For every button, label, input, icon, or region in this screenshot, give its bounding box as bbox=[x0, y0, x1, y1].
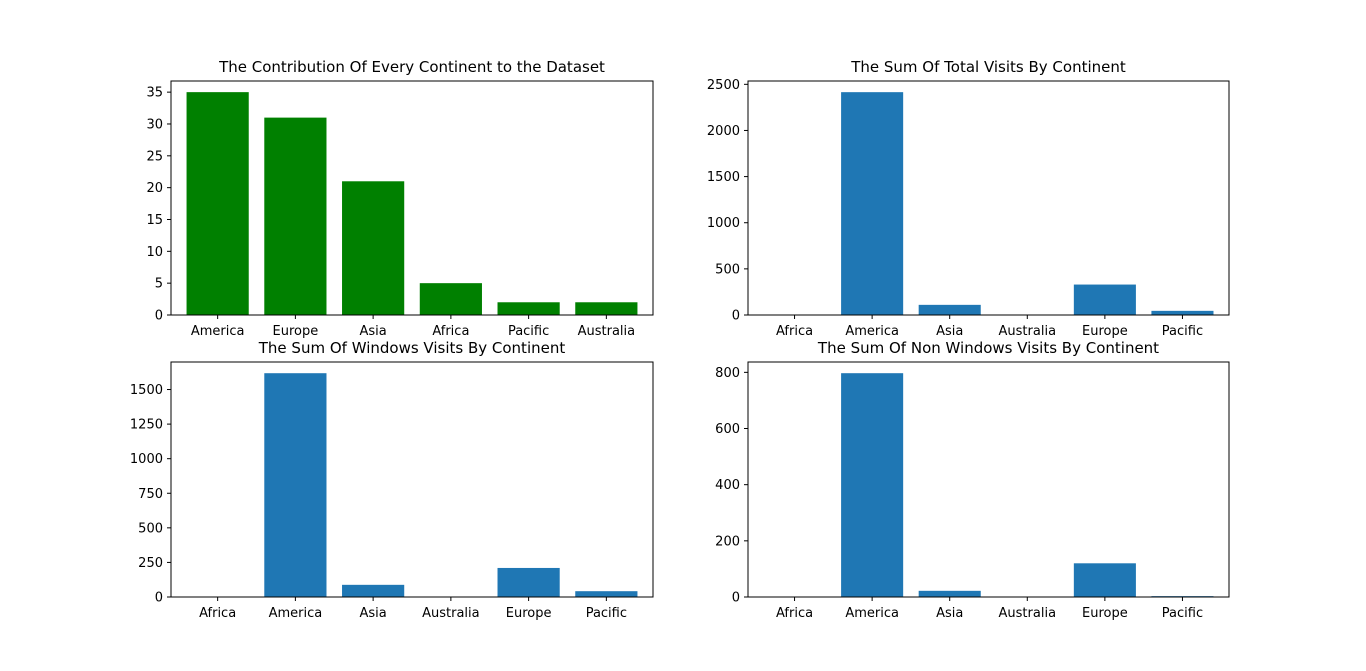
bar-europe bbox=[264, 117, 327, 315]
y-tick-label: 20 bbox=[146, 181, 163, 196]
x-tick-label: Europe bbox=[506, 606, 552, 621]
y-tick-label: 400 bbox=[715, 478, 740, 493]
x-tick-label: Pacific bbox=[1162, 324, 1203, 339]
x-tick-label: Asia bbox=[360, 324, 387, 339]
chart-title: The Contribution Of Every Continent to t… bbox=[218, 58, 605, 76]
panel-windows-visits: The Sum Of Windows Visits By Continent 0 2… bbox=[130, 339, 654, 621]
y-tick-label: 2500 bbox=[707, 78, 740, 93]
x-tick-label: Australia bbox=[422, 606, 480, 621]
y-tick-label: 500 bbox=[715, 262, 740, 277]
y-tick-label: 0 bbox=[732, 591, 740, 606]
x-tick-label: Asia bbox=[360, 606, 387, 621]
bar-pacific bbox=[575, 591, 638, 597]
panel-total-visits: The Sum Of Total Visits By Continent 0 500… bbox=[707, 58, 1230, 339]
y-tick-label: 500 bbox=[138, 521, 163, 536]
y-tick-label: 600 bbox=[715, 422, 740, 437]
x-tick-label: Asia bbox=[936, 324, 963, 339]
x-tick-label: Europe bbox=[273, 324, 319, 339]
bar-pacific bbox=[1151, 310, 1214, 315]
x-tick-label: Europe bbox=[1082, 606, 1128, 621]
bar-asia bbox=[918, 590, 981, 597]
x-tick-label: Pacific bbox=[586, 606, 627, 621]
axes-frame bbox=[170, 80, 654, 316]
axes-frame bbox=[747, 80, 1230, 316]
y-tick-label: 5 bbox=[155, 277, 163, 292]
x-tick-label: America bbox=[269, 606, 323, 621]
chart-title: The Sum Of Windows Visits By Continent bbox=[258, 339, 566, 357]
y-tick-label: 0 bbox=[732, 309, 740, 324]
x-tick-label: America bbox=[845, 324, 899, 339]
panel-contribution: The Contribution Of Every Continent to t… bbox=[146, 58, 654, 339]
y-tick-label: 35 bbox=[146, 86, 163, 101]
bar-america bbox=[841, 92, 904, 315]
bar-america bbox=[186, 92, 249, 316]
y-tick-label: 1500 bbox=[707, 170, 740, 185]
x-tick-label: Africa bbox=[432, 324, 469, 339]
bar-europe bbox=[1073, 563, 1136, 597]
y-tick-label: 1250 bbox=[130, 418, 163, 433]
x-tick-label: Pacific bbox=[1162, 606, 1203, 621]
y-tick-label: 0 bbox=[155, 591, 163, 606]
y-tick-label: 25 bbox=[146, 149, 163, 164]
x-tick-label: Pacific bbox=[508, 324, 549, 339]
y-tick-label: 1000 bbox=[130, 452, 163, 467]
y-tick-label: 800 bbox=[715, 366, 740, 381]
x-tick-label: Europe bbox=[1082, 324, 1128, 339]
bar-asia bbox=[918, 304, 981, 315]
y-tick-label: 0 bbox=[155, 309, 163, 324]
bar-europe bbox=[1073, 284, 1136, 315]
bar-europe bbox=[497, 567, 560, 597]
y-tick-label: 2000 bbox=[707, 124, 740, 139]
y-tick-label: 1500 bbox=[130, 383, 163, 398]
x-tick-label: America bbox=[845, 606, 899, 621]
bar-asia bbox=[342, 181, 405, 315]
axes-frame bbox=[747, 361, 1230, 598]
x-tick-label: Africa bbox=[776, 606, 813, 621]
x-tick-label: Australia bbox=[999, 606, 1057, 621]
y-tick-label: 750 bbox=[138, 487, 163, 502]
x-tick-label: Australia bbox=[578, 324, 636, 339]
x-tick-label: Africa bbox=[776, 324, 813, 339]
bar-pacific bbox=[497, 302, 560, 315]
bar-africa bbox=[419, 283, 482, 315]
y-tick-label: 15 bbox=[146, 213, 163, 228]
bar-australia bbox=[575, 302, 638, 315]
y-tick-label: 30 bbox=[146, 117, 163, 132]
y-tick-label: 1000 bbox=[707, 216, 740, 231]
x-tick-label: Australia bbox=[999, 324, 1057, 339]
y-tick-label: 250 bbox=[138, 556, 163, 571]
y-tick-label: 200 bbox=[715, 534, 740, 549]
chart-title: The Sum Of Non Windows Visits By Contine… bbox=[817, 339, 1159, 357]
chart-title: The Sum Of Total Visits By Continent bbox=[850, 58, 1126, 76]
y-tick-label: 10 bbox=[146, 245, 163, 260]
bar-asia bbox=[342, 584, 405, 597]
bar-america bbox=[841, 373, 904, 597]
x-tick-label: Africa bbox=[199, 606, 236, 621]
x-tick-label: America bbox=[191, 324, 245, 339]
x-tick-label: Asia bbox=[936, 606, 963, 621]
panel-non-windows-visits: The Sum Of Non Windows Visits By Contine… bbox=[715, 339, 1230, 621]
bar-america bbox=[264, 373, 327, 597]
axes-frame bbox=[170, 361, 654, 598]
